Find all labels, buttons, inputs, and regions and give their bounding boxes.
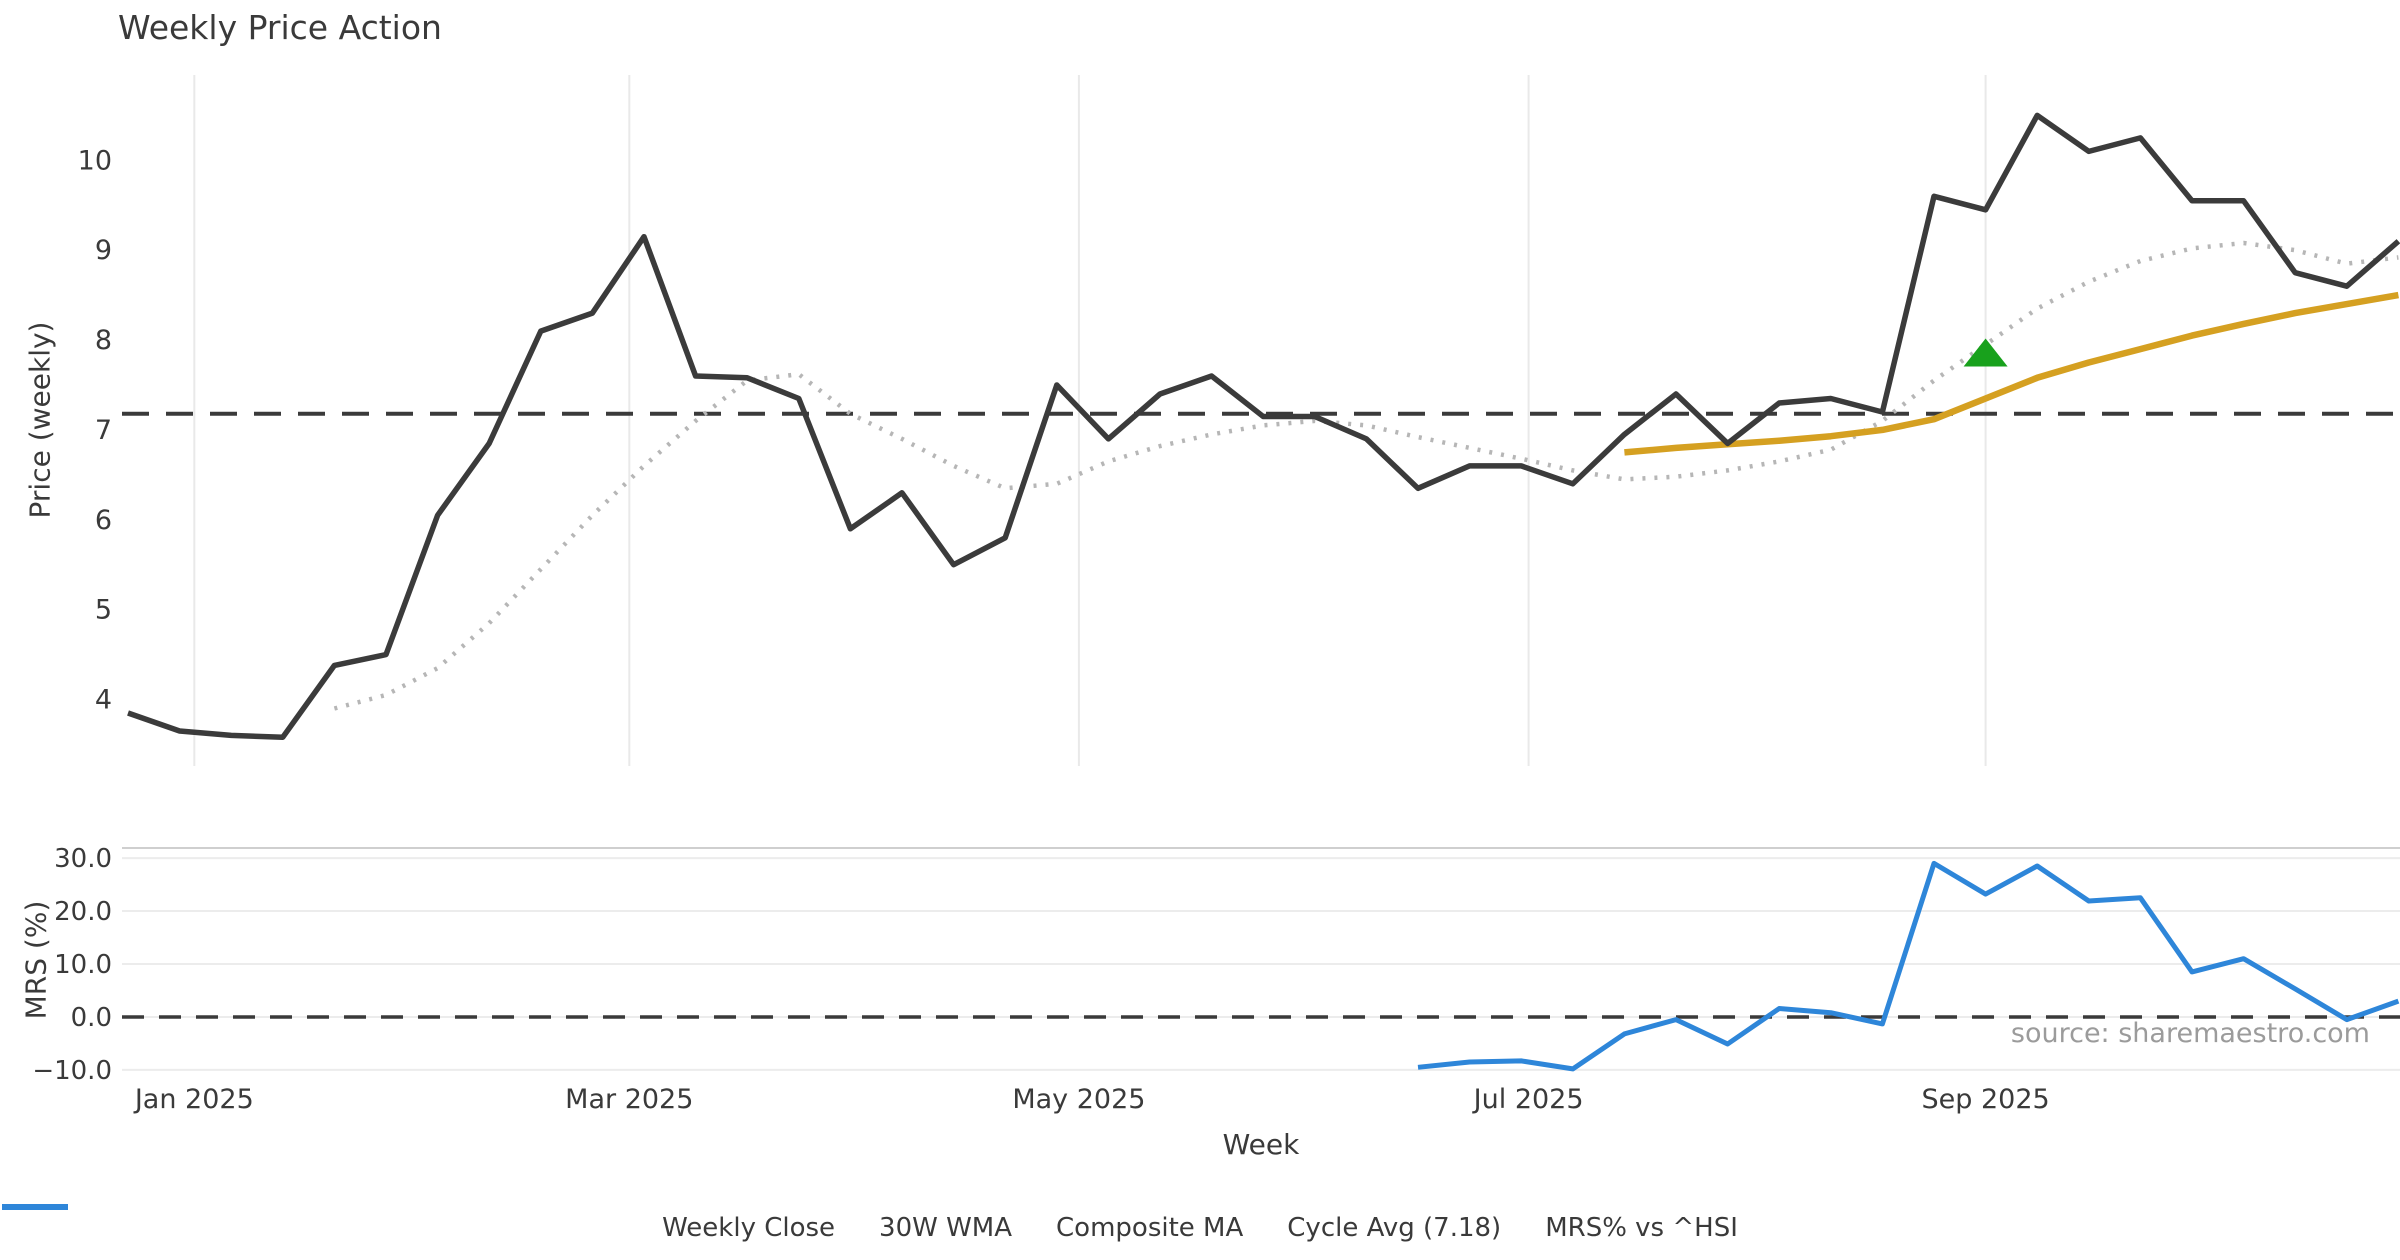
x-tick-label: Mar 2025 <box>565 1084 693 1115</box>
legend-label: Cycle Avg (7.18) <box>1287 1213 1502 1243</box>
mrs-ytick-label: 20.0 <box>54 897 112 927</box>
price-ytick-label: 4 <box>95 685 112 716</box>
price-ytick-label: 9 <box>95 235 112 266</box>
price-axis-label: Price (weekly) <box>23 321 57 519</box>
legend-swatch <box>2 1204 68 1210</box>
legend-item-weekly-close: Weekly Close <box>2 1204 836 1243</box>
legend-item-cycle-avg-7-18: Cycle Avg (7.18) <box>2 1204 1502 1243</box>
wma-30w-line <box>1624 291 2399 456</box>
mrs-ytick-label: 10.0 <box>54 950 112 980</box>
mrs-line <box>1417 860 2400 1072</box>
legend-label: MRS% vs ^HSI <box>1545 1213 1738 1243</box>
price-ytick-label: 6 <box>95 505 112 536</box>
legend-item-mrs-vs-hsi: MRS% vs ^HSI <box>2 1204 1738 1243</box>
price-ytick-label: 8 <box>95 325 112 356</box>
x-tick-label: Jan 2025 <box>133 1084 254 1115</box>
legend-label: 30W WMA <box>879 1213 1013 1243</box>
mrs-ytick-label: 0.0 <box>71 1003 112 1033</box>
signal-triangle-marker <box>1963 338 2008 367</box>
price-ytick-label: 10 <box>78 145 112 176</box>
x-tick-label: Sep 2025 <box>1922 1084 2050 1115</box>
mrs-ytick-label: 30.0 <box>54 844 112 874</box>
legend-item-composite-ma: Composite MA <box>2 1204 1244 1243</box>
legend-label: Composite MA <box>1056 1213 1244 1243</box>
chart-legend: Weekly Close 30W WMA Composite MA Cycle Avg… <box>0 1202 2400 1254</box>
source-note: source: sharemaestro.com <box>2010 1018 2370 1049</box>
x-tick-label: May 2025 <box>1012 1084 1145 1115</box>
composite-ma-line <box>333 240 2399 711</box>
weekly-close-line <box>127 112 2400 740</box>
x-tick-label: Jul 2025 <box>1472 1084 1584 1115</box>
chart-title: Weekly Price Action <box>118 8 442 47</box>
mrs-axis-label: MRS (%) <box>19 900 53 1020</box>
price-ytick-label: 5 <box>95 595 112 626</box>
legend-item-30w-wma: 30W WMA <box>2 1204 1013 1243</box>
mrs-ytick-label: −10.0 <box>32 1056 112 1086</box>
week-axis-label: Week <box>1222 1128 1300 1161</box>
price-ytick-label: 7 <box>95 415 112 446</box>
legend-label: Weekly Close <box>662 1213 836 1243</box>
